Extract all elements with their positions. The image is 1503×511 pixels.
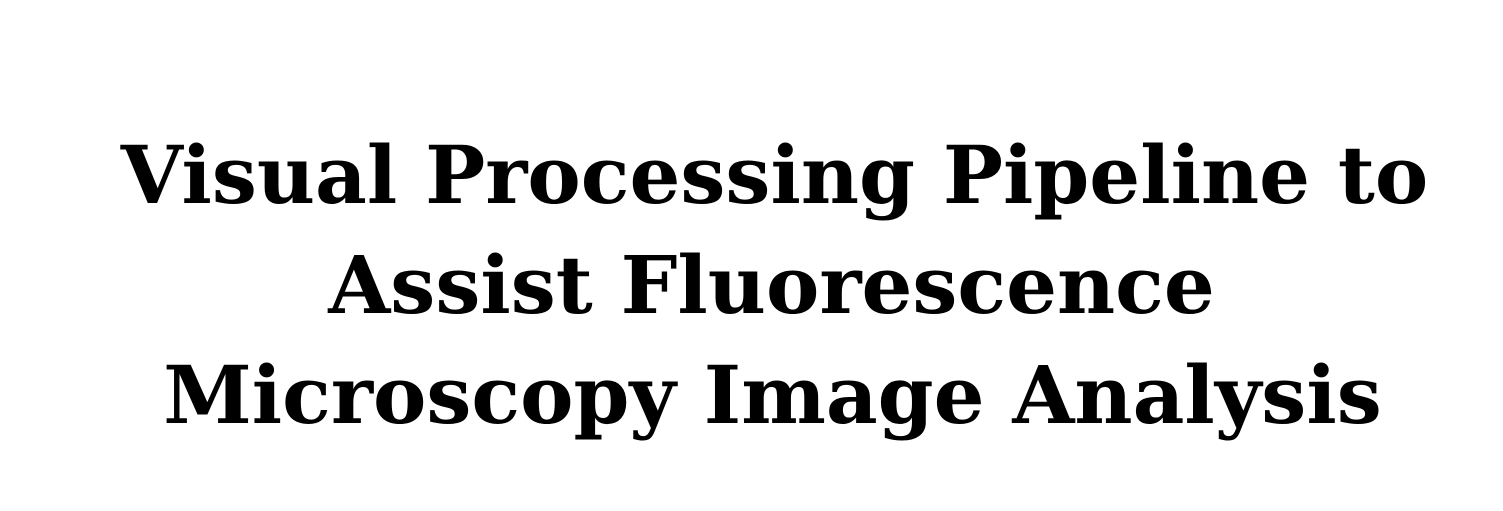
title-line-2: Assist Fluorescence [328,238,1215,332]
document-title: Visual Processing Pipeline to Assist Flu… [0,120,1503,450]
title-line-3: Microscopy Image Analysis [163,348,1382,442]
title-line-1: Visual Processing Pipeline to [120,128,1429,222]
